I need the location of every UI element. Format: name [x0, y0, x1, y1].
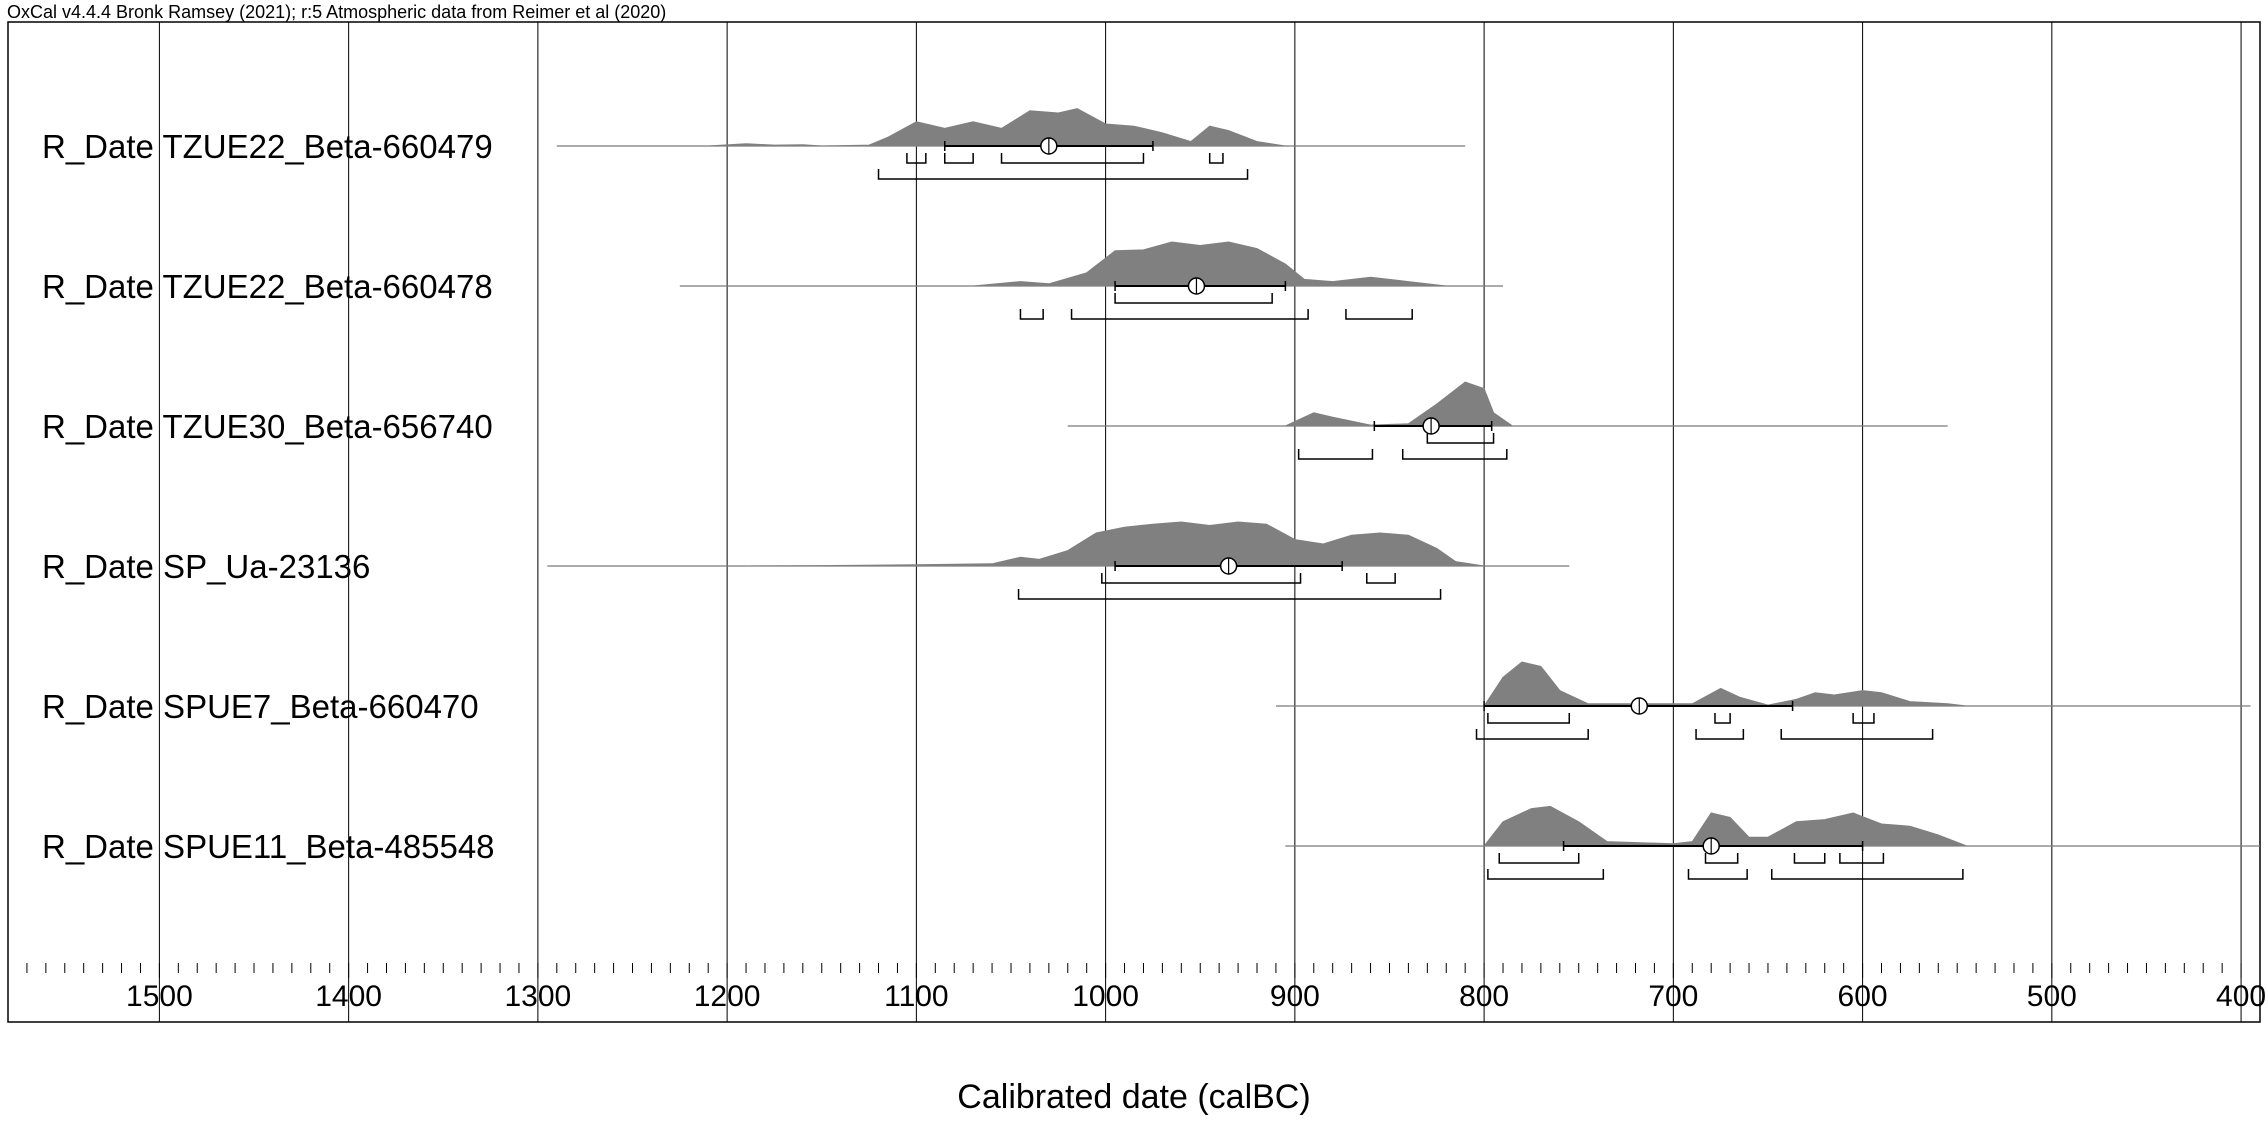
series-label: R_Date SPUE7_Beta-660470 [42, 688, 479, 725]
range-95-bracket [877, 169, 1249, 180]
range-95-bracket [1780, 729, 1934, 740]
range-68-bracket [1793, 853, 1826, 864]
series-row: R_Date SPUE11_Beta-485548 [42, 805, 2260, 880]
x-tick-labels: 1500 1400 1300 1200 1100 1000 900 800 700 600 500 4… [126, 980, 2266, 1013]
range-68-bracket [1114, 293, 1273, 304]
series-label: R_Date SP_Ua-23136 [42, 548, 370, 585]
series-label: R_Date TZUE22_Beta-660479 [42, 128, 493, 165]
range-68-bracket [1101, 573, 1302, 584]
x-axis-label: Calibrated date (calBC) [957, 1078, 1310, 1116]
range-95-bracket [1695, 729, 1745, 740]
range-68-bracket [1000, 153, 1145, 164]
range-95-bracket [1070, 309, 1309, 320]
x-tick-label: 1300 [505, 980, 572, 1013]
series-row: R_Date TZUE22_Beta-660479 [42, 108, 1466, 180]
range-68-bracket [1366, 573, 1396, 584]
x-tick-label: 1100 [884, 980, 949, 1013]
plot-frame [7, 21, 2261, 1023]
x-tick-label: 500 [2027, 980, 2077, 1013]
density-area [708, 108, 1286, 147]
series-row: R_Date SP_Ua-23136 [42, 521, 1570, 600]
series-group: R_Date TZUE22_Beta-660479 R_Date TZUE22_B… [42, 108, 2260, 880]
range-68-bracket [906, 153, 927, 164]
grid-lines [158, 22, 2242, 1022]
x-tick-label: 700 [1648, 980, 1698, 1013]
x-tick-label: 600 [1838, 980, 1888, 1013]
range-68-bracket [1704, 853, 1739, 864]
range-95-bracket [1687, 869, 1748, 880]
range-68-bracket [1208, 153, 1224, 164]
chart-header: OxCal v4.4.4 Bronk Ramsey (2021); r:5 At… [7, 2, 666, 22]
x-tick-label: 1200 [694, 980, 761, 1013]
range-68-bracket [1852, 713, 1875, 724]
range-95-bracket [1475, 729, 1589, 740]
range-95-bracket [1017, 589, 1442, 600]
range-95-bracket [1771, 869, 1964, 880]
range-95-bracket [1019, 309, 1044, 320]
x-tick-label: 1000 [1072, 980, 1139, 1013]
density-area [1483, 661, 1967, 707]
minor-ticks [7, 963, 2261, 978]
range-95-bracket [1401, 449, 1508, 460]
x-tick-label: 900 [1270, 980, 1320, 1013]
series-label: R_Date SPUE11_Beta-485548 [42, 828, 495, 865]
x-tick-label: 1500 [126, 980, 193, 1013]
range-68-bracket [1714, 713, 1731, 724]
range-95-bracket [1345, 309, 1413, 320]
density-area [973, 241, 1447, 287]
range-95-bracket [1297, 449, 1374, 460]
series-label: R_Date TZUE22_Beta-660478 [42, 268, 493, 305]
range-95-bracket [1487, 869, 1605, 880]
density-area [1285, 381, 1515, 427]
range-68-bracket [1498, 853, 1580, 864]
x-tick-label: 1400 [315, 980, 382, 1013]
range-68-bracket [1487, 713, 1571, 724]
x-tick-label: 400 [2216, 980, 2266, 1013]
series-row: R_Date TZUE30_Beta-656740 [42, 381, 1948, 460]
density-area [1483, 805, 1967, 847]
series-label: R_Date TZUE30_Beta-656740 [42, 408, 493, 445]
series-row: R_Date TZUE22_Beta-660478 [42, 241, 1504, 320]
range-68-bracket [1426, 433, 1495, 444]
x-tick-label: 800 [1459, 980, 1509, 1013]
range-68-bracket [944, 153, 974, 164]
density-area [746, 521, 1485, 567]
series-row: R_Date SPUE7_Beta-660470 [42, 661, 2251, 740]
range-68-bracket [1839, 853, 1885, 864]
